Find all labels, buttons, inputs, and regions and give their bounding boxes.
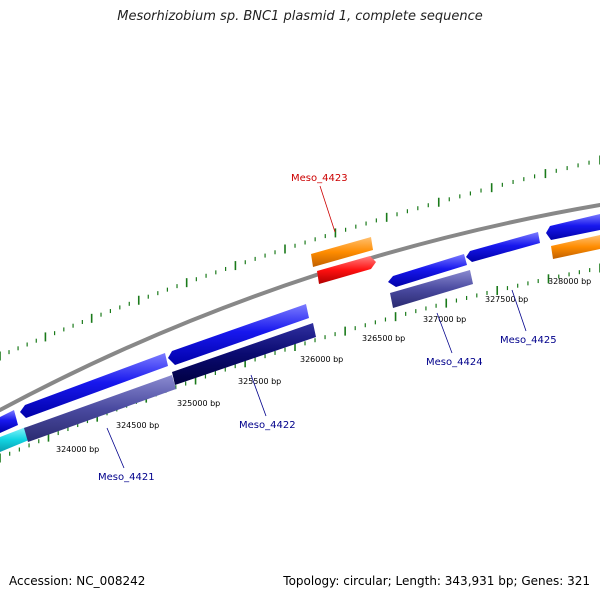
bp-label-328000: 328000 bp [548, 277, 591, 286]
gene-feature-4422-reverse[interactable] [172, 323, 316, 385]
leader-line-4422 [250, 374, 267, 417]
gene-feature-4423[interactable] [311, 237, 376, 284]
inner-tick-row [0, 263, 600, 463]
leader-line-4421 [106, 427, 125, 469]
bp-label-325000: 325000 bp [177, 399, 220, 408]
gene-feature-orange-right[interactable] [551, 235, 600, 259]
gene-feature-4421-reverse[interactable] [24, 375, 176, 442]
bp-label-327500: 327500 bp [485, 295, 528, 304]
gene-labels: Meso_4421 Meso_4422 Meso_4423 Meso_4424 … [98, 173, 557, 483]
gene-label-4421[interactable]: Meso_4421 [98, 472, 155, 483]
gene-feature-next-forward[interactable] [546, 214, 600, 240]
forward-strand-features [0, 214, 600, 433]
outer-tick-row [0, 155, 600, 361]
gene-feature-4424-forward[interactable] [388, 254, 467, 287]
leader-line-4424 [436, 312, 453, 354]
gene-label-4425[interactable]: Meso_4425 [500, 335, 557, 346]
topology-summary: Topology: circular; Length: 343,931 bp; … [283, 574, 590, 588]
gene-feature-4421-forward[interactable] [0, 410, 18, 433]
gene-feature-4425-forward[interactable] [466, 232, 540, 262]
leader-line-4423 [319, 185, 336, 233]
gene-feature-4424-reverse[interactable] [390, 270, 473, 308]
bp-label-327000: 327000 bp [423, 315, 466, 324]
leader-line-4425 [511, 289, 527, 332]
accession-label: Accession: NC_008242 [9, 574, 146, 588]
bp-label-326000: 326000 bp [300, 355, 343, 364]
map-title: Mesorhizobium sp. BNC1 plasmid 1, comple… [117, 9, 483, 24]
gene-feature-4421-adjacent[interactable] [20, 353, 168, 418]
gene-feature-4422-forward[interactable] [168, 304, 309, 365]
bp-labels: 324000 bp 324500 bp 325000 bp 325500 bp … [56, 277, 591, 454]
bp-label-326500: 326500 bp [362, 334, 405, 343]
reverse-strand-features [0, 270, 473, 452]
gene-label-4424[interactable]: Meso_4424 [426, 357, 483, 368]
gene-feature-4423-orange[interactable] [311, 237, 373, 267]
bp-label-324500: 324500 bp [116, 421, 159, 430]
gene-leader-lines [106, 185, 527, 469]
gene-label-4423[interactable]: Meso_4423 [291, 173, 348, 184]
sequence-backbone [0, 203, 600, 412]
gene-label-4422[interactable]: Meso_4422 [239, 420, 296, 431]
gene-feature-teal[interactable] [0, 427, 29, 452]
bp-label-325500: 325500 bp [238, 377, 281, 386]
bp-label-324000: 324000 bp [56, 445, 99, 454]
gene-feature-4423-red[interactable] [317, 256, 376, 284]
